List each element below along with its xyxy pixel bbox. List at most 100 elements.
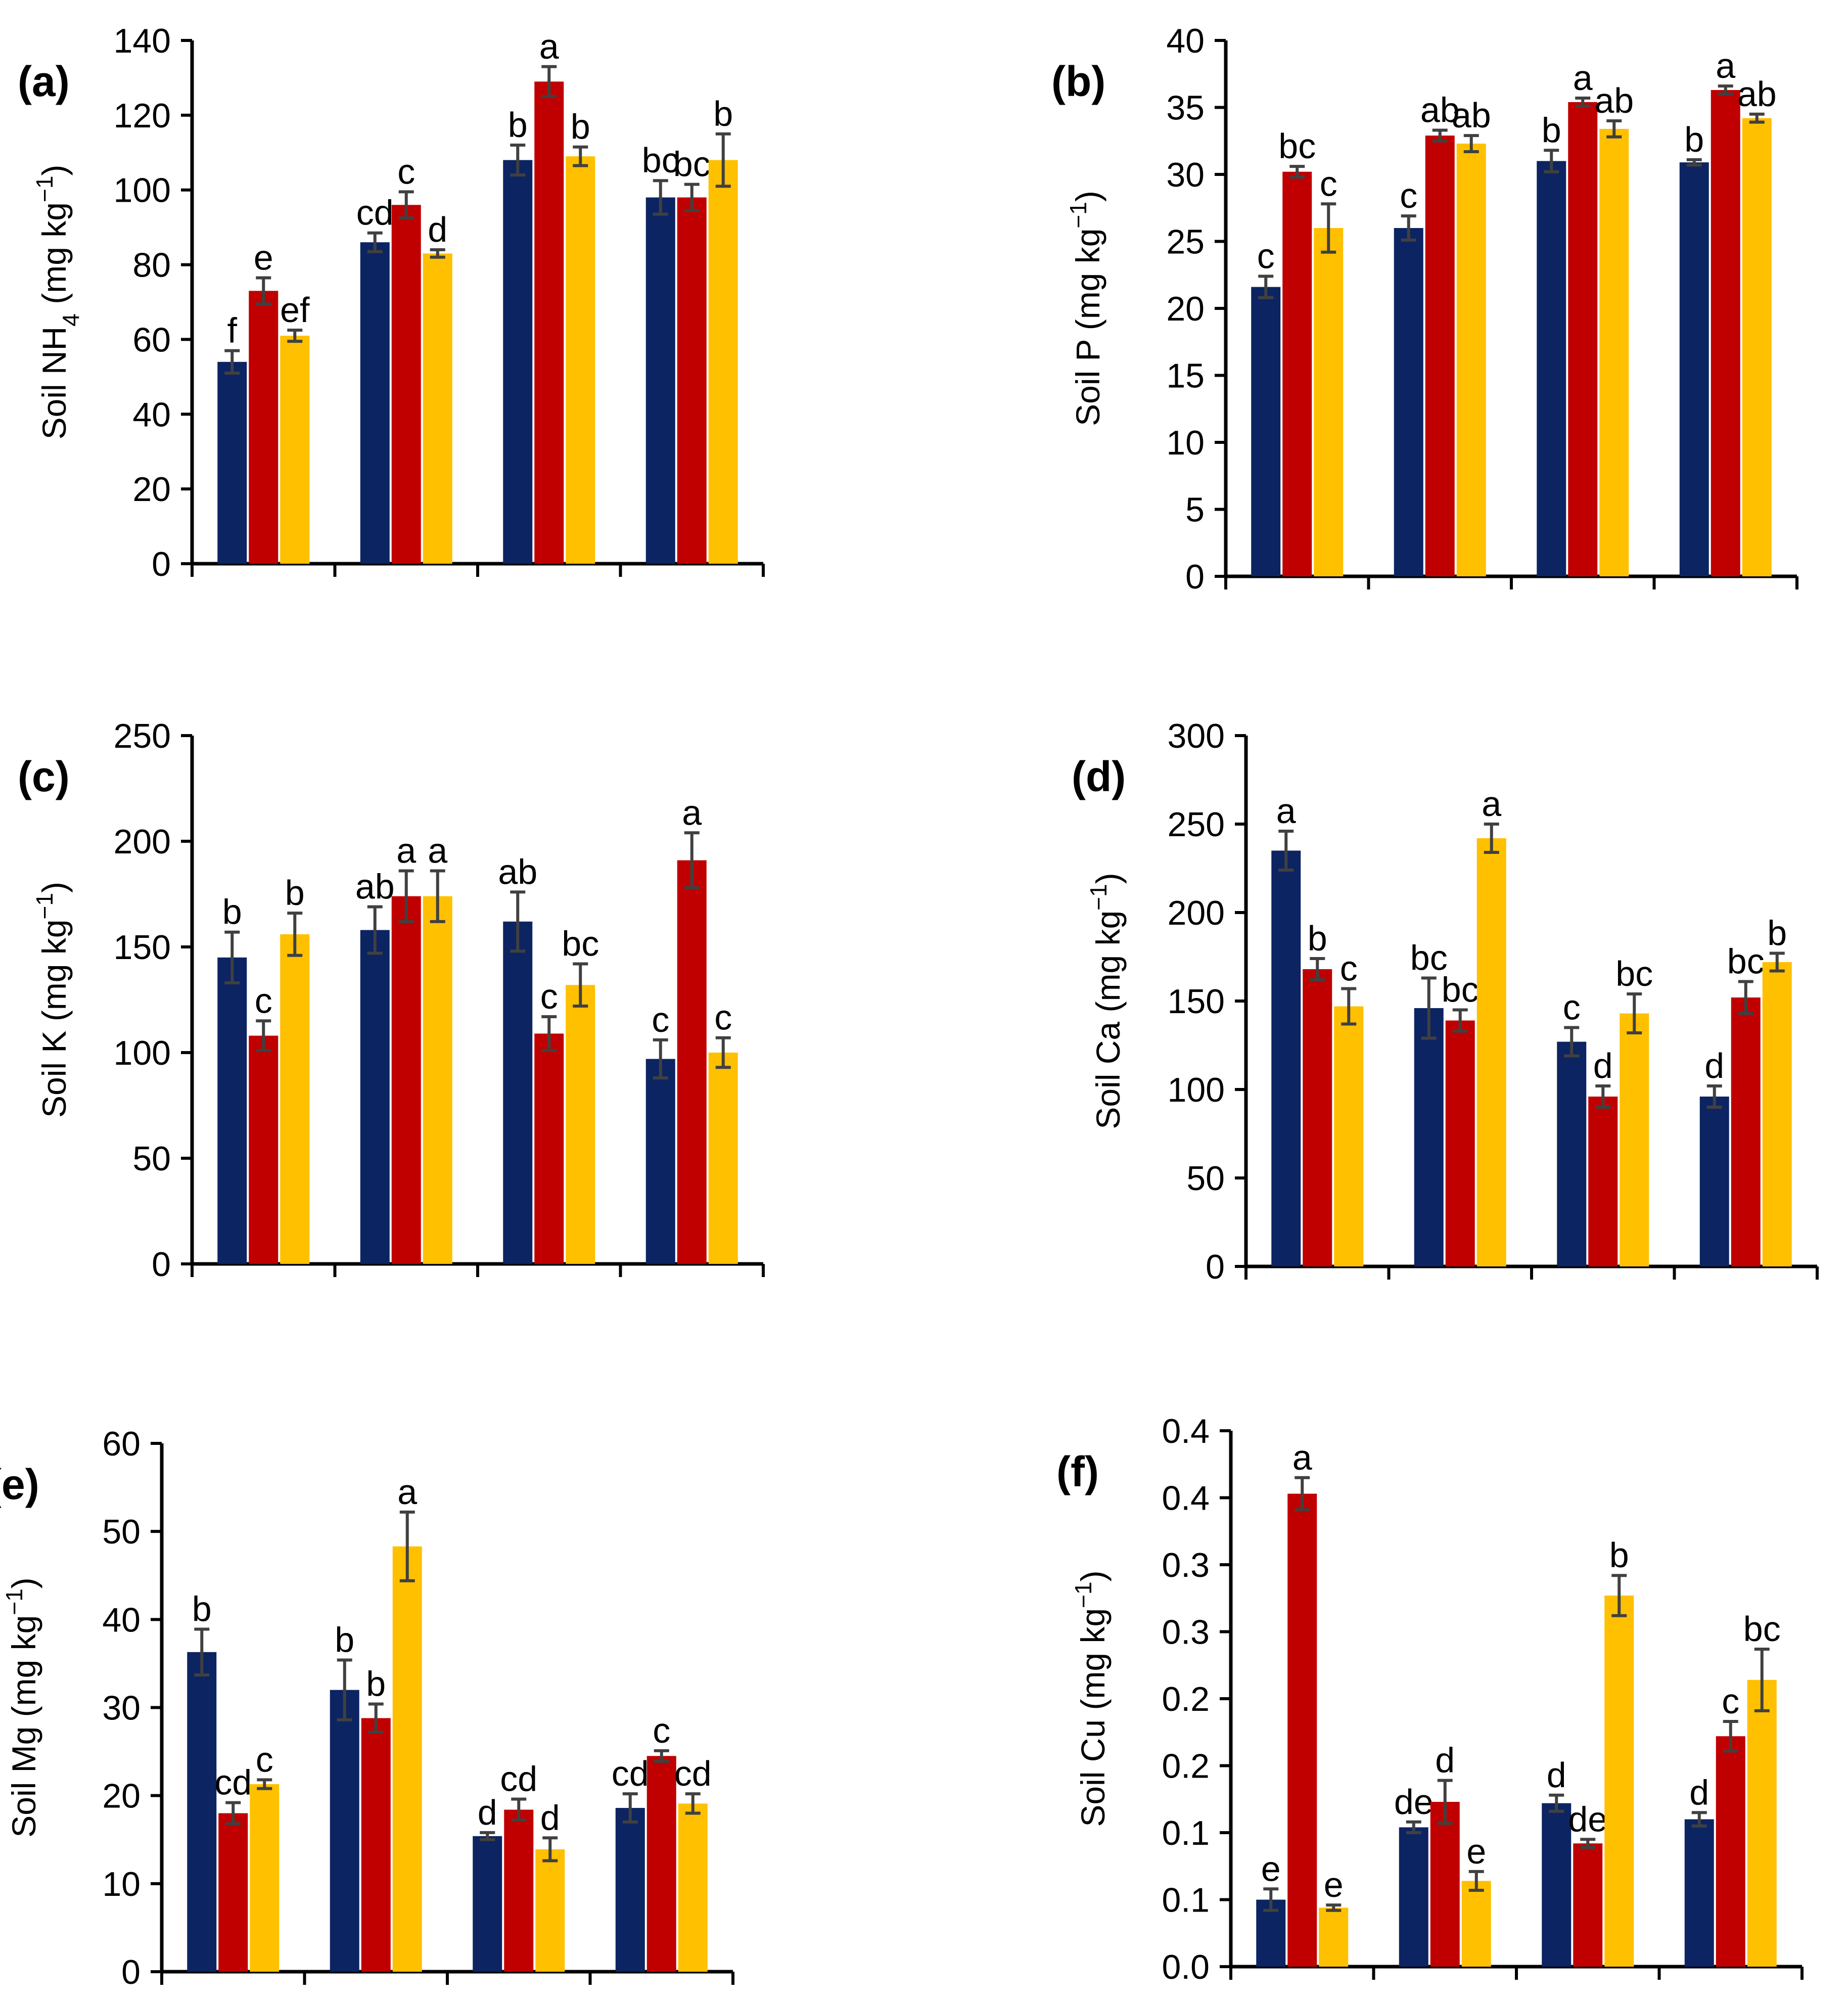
significance-letter: ab — [355, 867, 395, 906]
bar — [392, 1546, 422, 1972]
significance-letter: bc — [642, 141, 679, 180]
significance-letter: b — [1542, 110, 1561, 150]
bar — [535, 1849, 565, 1972]
y-tick-label: 60 — [102, 1425, 141, 1463]
significance-letter: c — [652, 1000, 669, 1039]
y-axis-label-part: Soil Mg — [5, 1727, 42, 1838]
bar — [1711, 90, 1740, 577]
bar — [534, 1033, 564, 1264]
panel-d: 050100150200250300abccdbbcdbccabcb(d)Soi… — [1072, 717, 1819, 1286]
bar — [1445, 1020, 1475, 1266]
y-tick-label: 30 — [102, 1689, 141, 1728]
y-axis-label-part: (mg kg — [1089, 911, 1127, 1022]
significance-letter: b — [335, 1620, 354, 1659]
bar — [1742, 118, 1772, 576]
bar — [1456, 144, 1486, 576]
significance-letter: f — [227, 311, 238, 350]
y-axis-label-part: Soil NH — [35, 327, 73, 440]
y-axis-label-part: ) — [1069, 191, 1106, 202]
y-axis-label-part: (mg kg — [35, 202, 73, 313]
significance-letter: a — [539, 27, 559, 66]
y-tick-label: 50 — [102, 1513, 141, 1551]
significance-letter: c — [714, 998, 732, 1037]
significance-letter: a — [1276, 791, 1296, 831]
bar — [360, 242, 390, 564]
panel-label: (d) — [1072, 753, 1126, 800]
bar — [330, 1690, 359, 1972]
bar — [615, 1808, 645, 1972]
y-tick-label: 0.4 — [1162, 1479, 1210, 1518]
bar — [1334, 1006, 1364, 1266]
significance-letter: b — [508, 105, 528, 145]
bar — [646, 1756, 676, 1972]
bar — [1599, 128, 1629, 576]
y-axis-label-part: ) — [5, 1577, 42, 1588]
y-axis-label: Soil Cu (mg kg−1) — [1070, 1570, 1112, 1827]
y-axis-label-part: −1 — [1, 1588, 27, 1615]
bar — [1557, 1041, 1587, 1266]
bar — [1287, 1493, 1317, 1967]
significance-letter: a — [682, 793, 702, 832]
y-tick-label: 200 — [114, 823, 171, 861]
bar — [1414, 1008, 1444, 1266]
y-tick-label: 140 — [114, 22, 171, 60]
bar — [1461, 1881, 1491, 1967]
significance-letter: bc — [1615, 954, 1653, 993]
y-tick-label: 150 — [1168, 982, 1225, 1021]
bar — [1568, 102, 1598, 576]
bar — [1542, 1803, 1572, 1967]
significance-letter: a — [1292, 1438, 1312, 1477]
panel-label: (c) — [18, 753, 70, 800]
y-tick-label: 250 — [1168, 805, 1225, 844]
bar — [1303, 969, 1332, 1266]
y-axis-label-part: −1 — [1070, 1581, 1096, 1608]
significance-letter: de — [1394, 1782, 1434, 1822]
y-tick-label: 0.3 — [1162, 1613, 1210, 1652]
y-tick-label: 120 — [114, 97, 171, 135]
bar — [1620, 1013, 1649, 1266]
y-tick-label: 20 — [1166, 290, 1205, 328]
bar — [1314, 228, 1344, 576]
significance-letter: b — [192, 1589, 212, 1628]
significance-letter: d — [478, 1793, 497, 1832]
bar — [473, 1836, 502, 1972]
y-tick-label: 0.4 — [1162, 1412, 1210, 1450]
significance-letter: b — [1308, 919, 1327, 958]
y-tick-label: 40 — [102, 1601, 141, 1639]
significance-letter: b — [713, 94, 733, 133]
bar — [566, 156, 595, 564]
y-tick-label: 40 — [132, 395, 171, 434]
significance-letter: a — [396, 831, 416, 871]
y-axis-label-part: Soil P — [1069, 340, 1106, 426]
significance-letter: c — [397, 152, 415, 191]
significance-letter: cd — [674, 1754, 712, 1793]
y-axis-label-part: (mg kg — [1069, 229, 1106, 340]
bar — [677, 860, 707, 1264]
y-axis-label-part: ) — [1089, 873, 1127, 884]
significance-letter: d — [1704, 1046, 1724, 1085]
significance-letter: c — [1400, 176, 1417, 215]
y-tick-label: 10 — [1166, 424, 1205, 462]
bar — [1399, 1827, 1428, 1967]
significance-letter: bc — [1442, 970, 1479, 1010]
significance-letter: cd — [500, 1759, 537, 1799]
significance-letter: b — [366, 1664, 386, 1704]
y-axis-label: Soil NH4 (mg kg−1) — [31, 165, 84, 440]
bar — [391, 896, 421, 1264]
y-tick-label: 0.1 — [1162, 1814, 1210, 1852]
significance-letter: ab — [1594, 81, 1634, 120]
y-axis-label-part: (mg kg — [35, 919, 73, 1030]
bar — [503, 160, 533, 564]
bar — [280, 934, 310, 1264]
y-axis-label: Soil P (mg kg−1) — [1065, 191, 1106, 426]
significance-letter: c — [1320, 164, 1337, 203]
significance-letter: ab — [498, 852, 537, 891]
significance-letter: b — [285, 873, 305, 913]
significance-letter: c — [1722, 1682, 1739, 1721]
bar — [1747, 1679, 1777, 1967]
y-axis-label-part: 4 — [58, 313, 84, 327]
bar — [534, 81, 564, 564]
y-axis-label: Soil K (mg kg−1) — [31, 882, 73, 1118]
